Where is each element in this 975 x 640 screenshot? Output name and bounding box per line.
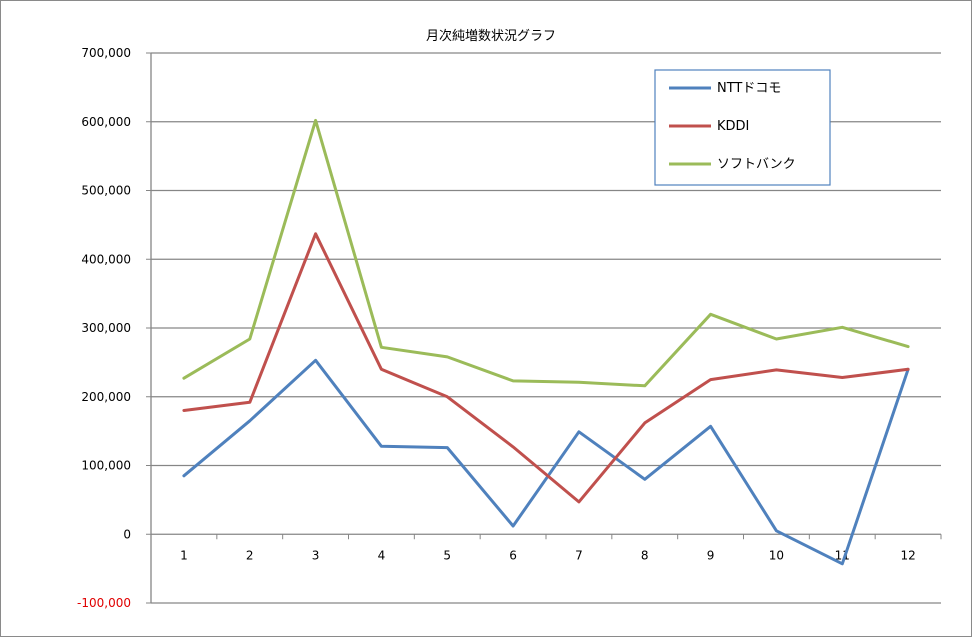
x-tick-label: 7 bbox=[575, 548, 583, 562]
x-tick-label: 5 bbox=[443, 548, 451, 562]
y-tick-label: 600,000 bbox=[81, 115, 131, 129]
x-tick-label: 12 bbox=[900, 548, 915, 562]
y-tick-label: 700,000 bbox=[81, 46, 131, 60]
x-tick-label: 8 bbox=[641, 548, 649, 562]
y-tick-label: 100,000 bbox=[81, 459, 131, 473]
series-lines bbox=[182, 118, 910, 566]
x-tick-label: 4 bbox=[378, 548, 386, 562]
y-tick-label: 0 bbox=[123, 527, 131, 541]
y-tick-labels: 700,000 600,000 500,000 400,000 300,000 200,0… bbox=[77, 46, 131, 610]
legend-label: ソフトバンク bbox=[717, 157, 796, 172]
y-tick-label: 200,000 bbox=[81, 390, 131, 404]
legend-label: NTTドコモ bbox=[717, 81, 781, 96]
y-tick-label: 500,000 bbox=[81, 184, 131, 198]
x-tick-label: 6 bbox=[509, 548, 517, 562]
series-line bbox=[182, 358, 910, 566]
x-tick-label: 10 bbox=[769, 548, 784, 562]
y-tick-label: 400,000 bbox=[81, 252, 131, 266]
axes bbox=[146, 52, 942, 604]
series-line bbox=[182, 232, 910, 504]
series-line bbox=[182, 118, 910, 388]
x-tick-label: 1 bbox=[180, 548, 188, 562]
x-tick-label: 9 bbox=[707, 548, 715, 562]
chart-title: 月次純増数状況グラフ bbox=[426, 28, 556, 44]
x-tick-labels: 1 2 3 4 5 6 7 8 9 10 11 12 bbox=[180, 548, 916, 562]
legend-label: KDDI bbox=[717, 119, 749, 134]
legend: NTTドコモ KDDI ソフトバンク bbox=[654, 69, 831, 186]
x-tick-label: 3 bbox=[312, 548, 320, 562]
y-tick-label: -100,000 bbox=[77, 596, 131, 610]
y-tick-label: 300,000 bbox=[81, 321, 131, 335]
grid-lines bbox=[151, 52, 941, 604]
x-tick-label: 2 bbox=[246, 548, 254, 562]
